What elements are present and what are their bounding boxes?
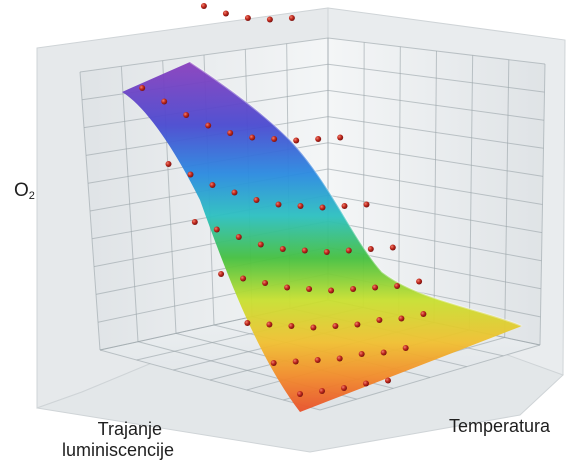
data-point [227, 130, 234, 136]
data-point [235, 234, 242, 240]
data-point [337, 134, 344, 141]
data-point [244, 15, 251, 21]
grid-line [120, 66, 139, 342]
data-point [314, 357, 321, 363]
data-point [341, 203, 348, 209]
data-point [297, 391, 303, 397]
data-point [310, 324, 317, 331]
x-axis-label-line1: Trajanje [97, 419, 162, 439]
x-axis-label-line2: luminiscencije [62, 440, 175, 460]
y-axis-label: Temperatura [449, 416, 551, 436]
data-point [315, 136, 322, 142]
grid-line [319, 344, 541, 411]
data-point [200, 3, 207, 9]
data-point [319, 388, 325, 394]
data-point [297, 203, 304, 209]
data-point [209, 182, 216, 188]
data-point [191, 219, 198, 225]
data-point [341, 385, 347, 391]
right-wall [328, 38, 545, 345]
data-point [231, 189, 238, 196]
data-point [257, 241, 264, 248]
data-point [292, 358, 299, 365]
data-point [389, 244, 396, 251]
data-point [161, 98, 168, 105]
grid-line [468, 55, 474, 331]
data-point [323, 249, 330, 255]
grid-line [539, 63, 546, 346]
data-point [385, 377, 391, 384]
data-point [253, 197, 260, 203]
vertical-axis-label: O2 [14, 180, 35, 202]
data-point [240, 275, 247, 282]
data-point [301, 247, 308, 254]
data-point [306, 286, 313, 292]
data-point [416, 278, 423, 285]
data-point [367, 246, 374, 252]
data-markers [139, 3, 427, 397]
data-point [293, 137, 300, 144]
data-point [288, 323, 295, 329]
data-point [376, 317, 383, 323]
data-point [213, 226, 220, 233]
data-point [270, 360, 277, 366]
surface [122, 62, 522, 412]
data-point [139, 85, 146, 91]
data-point [350, 286, 357, 292]
grid-line [79, 71, 101, 351]
data-point [284, 284, 291, 291]
data-point [222, 10, 229, 17]
data-point [336, 355, 343, 362]
data-point [394, 283, 401, 289]
data-point [332, 323, 339, 329]
data-point [165, 161, 172, 167]
data-point [244, 320, 251, 326]
grid-line [398, 46, 401, 316]
data-point [183, 112, 190, 118]
data-point [398, 315, 405, 322]
data-point [249, 134, 256, 141]
data-point [363, 201, 370, 208]
grid-line [433, 50, 437, 323]
data-point [279, 246, 286, 252]
data-point [275, 201, 282, 208]
data-point [420, 311, 427, 317]
x-axis-label: Trajanje luminiscencije [62, 419, 175, 461]
data-point [328, 287, 335, 294]
surface-highlight [189, 61, 523, 327]
data-point [288, 15, 295, 21]
data-point [402, 345, 409, 351]
data-point [319, 204, 326, 211]
data-point [345, 247, 352, 254]
data-point [271, 136, 278, 142]
data-point [262, 280, 269, 286]
data-point [372, 284, 379, 291]
data-point [363, 380, 369, 387]
data-point [380, 349, 387, 356]
data-point [266, 16, 273, 23]
data-point [187, 171, 194, 178]
data-point [218, 271, 225, 277]
data-point [354, 321, 361, 328]
data-point [205, 122, 212, 129]
data-point [358, 351, 365, 357]
data-point [266, 321, 273, 328]
grid-line [504, 59, 510, 338]
